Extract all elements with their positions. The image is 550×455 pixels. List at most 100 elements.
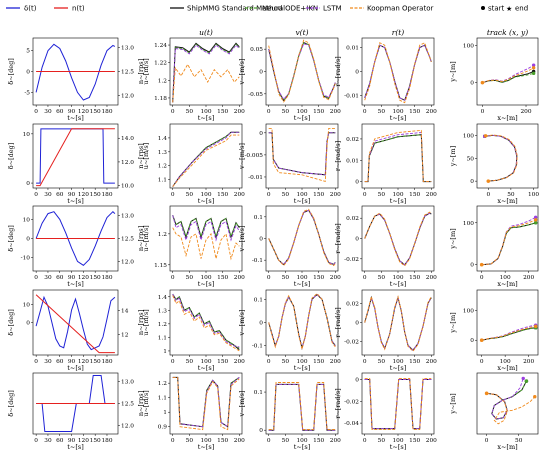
x-tick-label: 200 — [426, 192, 437, 198]
series-line-mmg — [172, 42, 240, 103]
x-axis-label: t~[s] — [67, 364, 83, 372]
n-line — [35, 294, 115, 354]
x-axis-label: t~[s] — [390, 197, 406, 205]
x-tick-label: 150 — [217, 109, 228, 115]
y-tick-label: 0.1 — [254, 215, 263, 221]
x-tick-label: 0 — [486, 192, 490, 198]
panel-r1-c3: 0 50 100 150 200 0 0.01 0.02 t~[s] r~[rad/s] — [334, 123, 437, 205]
series-line-koop — [481, 325, 536, 341]
x-tick-label: 150 — [313, 275, 324, 281]
y-axis-label: v~[m/s] — [238, 59, 246, 86]
series-line-mmg — [172, 131, 240, 187]
track-end-marker-koop — [533, 324, 538, 329]
x-axis-label: t~[s] — [294, 197, 310, 205]
track-end-marker-koop — [533, 218, 538, 222]
series-line-koop — [172, 376, 240, 431]
y-tick-label: 1.4 — [158, 295, 168, 301]
x-tick-label: 0 — [480, 275, 484, 281]
x-tick-label: 150 — [313, 438, 324, 444]
y-tick-label: 1.2 — [158, 78, 168, 84]
y-tick-label: 10 — [23, 302, 31, 308]
x-tick-label: 100 — [200, 275, 211, 281]
y-tick-label: 0.01 — [346, 46, 359, 52]
x-tick-label: 50 — [378, 109, 386, 115]
series-line-lstm — [364, 379, 432, 430]
series-line-koop — [268, 127, 336, 182]
x-tick-label: 200 — [426, 359, 437, 365]
y-tick-label: 0 — [26, 181, 30, 187]
y2-tick-label: 12.5 — [121, 237, 134, 243]
series-group — [364, 42, 432, 104]
series-line-mmg — [172, 293, 240, 350]
series-line-ikn — [172, 293, 240, 349]
y-tick-label: 10 — [23, 217, 31, 223]
x-tick-label: 0 — [34, 438, 38, 444]
x-tick-label: 150 — [217, 192, 228, 198]
y-axis-label: v~[m/s] — [238, 310, 246, 337]
y-tick-label: 50 — [467, 156, 475, 162]
y-tick-label: 100 — [463, 133, 474, 139]
panel-frame — [476, 37, 539, 106]
series-line-mmg — [364, 44, 432, 101]
y-axis-label: y~[m] — [449, 61, 457, 82]
series-line-ikn — [364, 134, 432, 183]
x-tick-label: 100 — [200, 109, 211, 115]
track-end-marker-lstm — [521, 376, 525, 381]
x-tick-label: 150 — [409, 192, 420, 198]
x-tick-label: 150 — [313, 109, 324, 115]
series-line-ikn — [482, 72, 534, 84]
series-line-koop — [268, 292, 336, 350]
x-tick-label: 30 — [44, 192, 52, 198]
series-line-koop — [172, 227, 240, 261]
y2-tick-label: 10.0 — [121, 184, 134, 190]
x-tick-label: 0 — [171, 192, 175, 198]
y-tick-label: 1.22 — [154, 61, 167, 67]
x-tick-label: 0 — [267, 438, 271, 444]
series-group — [268, 127, 336, 182]
x-tick-label: 0 — [480, 359, 484, 365]
x-tick-label: 0 — [171, 109, 175, 115]
x-axis-label: t~[s] — [198, 443, 214, 451]
x-tick-label: 0 — [34, 359, 38, 365]
series-group — [268, 208, 336, 267]
x-tick-label: 150 — [313, 359, 324, 365]
panel-r4-c4: 0 50x~[m] y~[m] — [449, 372, 539, 451]
series-line-lstm — [481, 324, 536, 341]
series-group — [364, 377, 432, 431]
x-axis-label: t~[s] — [294, 280, 310, 288]
x-tick-label: 200 — [234, 275, 245, 281]
x-tick-label: 0 — [34, 275, 38, 281]
y-tick-label: 0 — [259, 131, 263, 137]
x-tick-label: 60 — [56, 438, 64, 444]
y-tick-label: 0 — [259, 70, 263, 76]
x-tick-label: 50 — [378, 275, 386, 281]
x-tick-label: 90 — [68, 438, 76, 444]
x-tick-label: 30 — [44, 109, 52, 115]
y-tick-label: 1 — [163, 349, 167, 355]
x-tick-label: 100 — [296, 192, 307, 198]
column-title: r(t) — [392, 28, 405, 37]
y-tick-label: 5 — [26, 49, 30, 55]
y-tick-label: 0 — [470, 81, 474, 87]
legend-end-marker: ★ — [506, 5, 512, 13]
x-axis-label: t~[s] — [67, 114, 83, 122]
panel-r4-c1: 0 50 100 150 200 0.9 1 1.1 1.2 t~[s] u~[m/s] — [142, 372, 245, 451]
x-tick-label: 200 — [523, 275, 534, 281]
x-tick-label: 150 — [90, 275, 101, 281]
y2-tick-label: 14 — [121, 308, 129, 314]
legend-label-start: start — [488, 5, 505, 13]
x-tick-label: 100 — [296, 359, 307, 365]
y-tick-label: 0.01 — [346, 158, 359, 164]
n-axis-label: n~[rps] — [137, 59, 145, 84]
x-axis-label: x~[m] — [497, 197, 517, 205]
series-line-ikn — [172, 43, 240, 103]
x-tick-label: 0 — [171, 275, 175, 281]
series-line-mmg — [481, 222, 536, 266]
x-tick-label: 100 — [392, 192, 403, 198]
y-tick-label: 0 — [355, 378, 359, 384]
y-tick-label: 0 — [355, 70, 359, 76]
x-axis-label: t~[s] — [294, 114, 310, 122]
x-tick-label: 100 — [200, 359, 211, 365]
panel-frame — [265, 289, 339, 356]
